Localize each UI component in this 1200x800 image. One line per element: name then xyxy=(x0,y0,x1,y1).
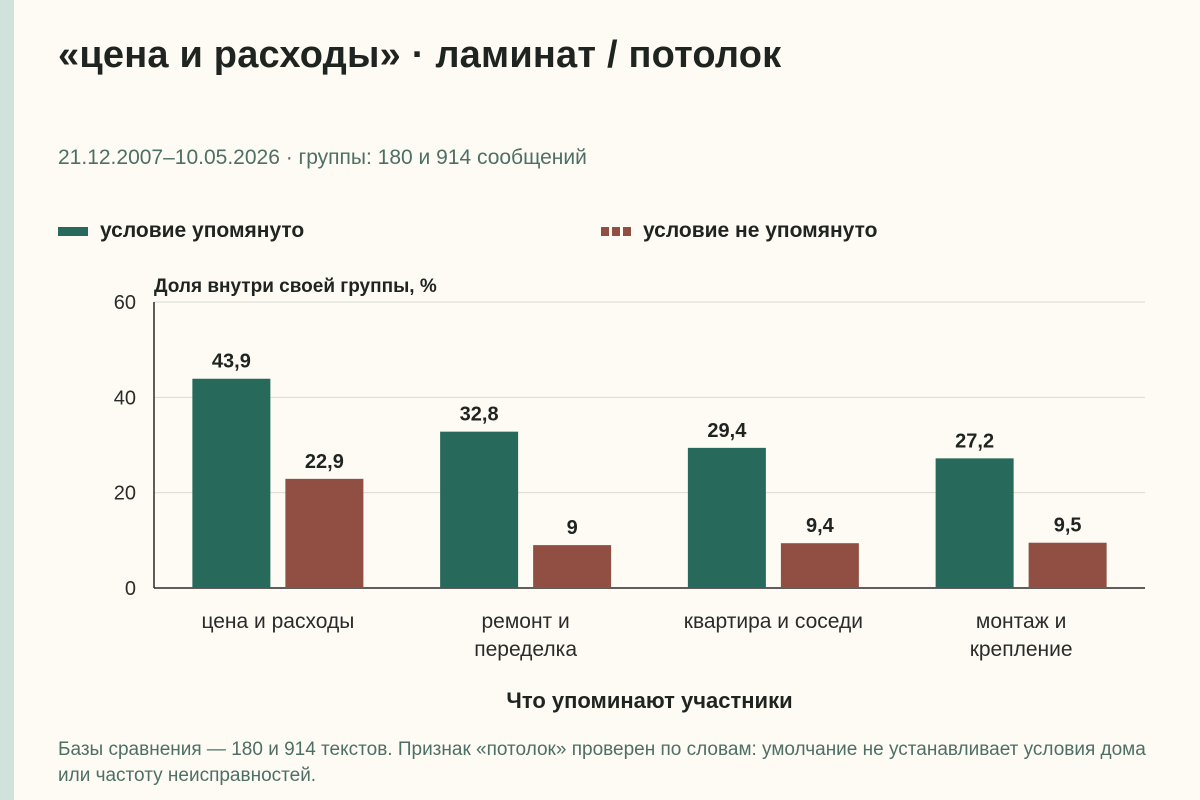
x-tick-label: переделка xyxy=(474,638,577,661)
bar-not-mentioned-0 xyxy=(285,478,364,588)
bar-mentioned-2 xyxy=(687,447,766,588)
legend-swatch-not-mentioned xyxy=(601,226,631,236)
x-tick-label: квартира и соседи xyxy=(684,610,863,633)
x-axis-label: Что упоминают участники xyxy=(506,688,792,713)
bar-not-mentioned-3 xyxy=(1028,542,1107,588)
y-tick-label: 20 xyxy=(114,483,136,505)
chart-subtitle: 21.12.2007–10.05.2026 · группы: 180 и 91… xyxy=(58,146,587,169)
bar-mentioned-3 xyxy=(935,458,1014,588)
x-tick-label: ремонт и xyxy=(481,610,569,633)
bar-not-mentioned-1 xyxy=(533,545,612,588)
footnote: Базы сравнения — 180 и 914 текстов. Приз… xyxy=(58,739,1146,786)
x-tick-label: крепление xyxy=(970,638,1073,661)
y-tick-label: 0 xyxy=(125,578,136,600)
bar-not-mentioned-2 xyxy=(780,543,859,588)
y-tick-label: 40 xyxy=(114,387,136,409)
data-label: 43,9 xyxy=(212,351,251,373)
y-tick-label: 60 xyxy=(114,292,136,314)
y-axis-label: Доля внутри своей группы, % xyxy=(154,276,437,297)
data-label: 29,4 xyxy=(707,420,747,442)
data-label: 32,8 xyxy=(460,404,499,426)
data-label: 9,5 xyxy=(1054,515,1082,537)
x-tick-label: цена и расходы xyxy=(201,610,354,633)
legend-swatch-mentioned xyxy=(58,226,88,236)
bar-mentioned-0 xyxy=(192,378,271,588)
x-tick-label: монтаж и xyxy=(976,610,1066,633)
data-label: 22,9 xyxy=(305,451,344,473)
legend-label-not-mentioned: условие не упомянуто xyxy=(643,219,878,242)
bar-mentioned-1 xyxy=(440,431,519,588)
data-label: 9,4 xyxy=(806,515,835,537)
side-accent-strip xyxy=(0,0,14,800)
data-label: 27,2 xyxy=(955,430,994,452)
legend-label-mentioned: условие упомянуто xyxy=(100,219,305,242)
bar-chart: 0 20 40 60 Доля внутри своей группы, % 43,9 22… xyxy=(114,276,1145,713)
legend-item-mentioned: условие упомянуто xyxy=(58,219,304,243)
legend-item-not-mentioned: условие не упомянуто xyxy=(601,219,877,243)
chart-title: «цена и расходы» · ламинат / потолок xyxy=(58,34,782,76)
data-label: 9 xyxy=(567,517,578,539)
